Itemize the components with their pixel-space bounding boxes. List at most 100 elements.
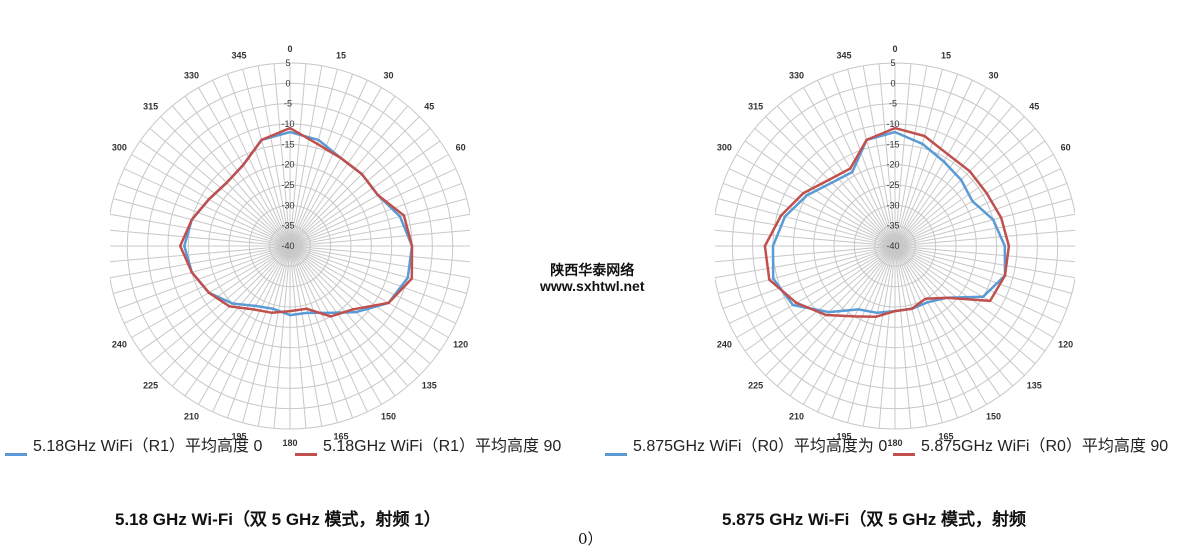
grid-spoke xyxy=(131,245,291,338)
grid-spoke xyxy=(289,116,420,247)
grid-spoke xyxy=(894,245,959,419)
data-point xyxy=(410,277,413,280)
angle-tick-label: 300 xyxy=(112,143,127,153)
radial-tick-label: 0 xyxy=(890,78,895,88)
data-point xyxy=(402,214,406,217)
radial-tick-label: -25 xyxy=(281,180,294,190)
data-point xyxy=(179,244,182,248)
grid-spoke xyxy=(289,168,457,247)
legend-item: 5.18GHz WiFi（R1）平均高度 0 xyxy=(5,432,262,456)
grid-spoke xyxy=(289,245,354,419)
radial-tick-label: -15 xyxy=(886,139,899,149)
grid-spoke xyxy=(289,245,470,263)
angle-tick-label: 195 xyxy=(231,431,246,441)
angle-tick-label: 30 xyxy=(988,70,998,80)
angle-tick-label: 60 xyxy=(456,143,466,153)
data-point xyxy=(802,191,805,195)
data-point xyxy=(999,216,1003,219)
grid-spoke xyxy=(212,245,291,413)
grid-spoke xyxy=(894,245,1075,279)
grid-spoke xyxy=(894,245,1036,365)
data-point xyxy=(406,276,410,279)
grid-spoke xyxy=(289,154,449,247)
grid-spoke xyxy=(160,116,291,247)
data-point xyxy=(865,138,868,142)
grid-spoke xyxy=(289,140,441,247)
data-point xyxy=(942,160,945,163)
angle-tick-label: 0 xyxy=(287,44,292,54)
data-point xyxy=(893,309,897,313)
data-point xyxy=(183,244,186,248)
caption-left: 5.18 GHz Wi-Fi（双 5 GHz 模式，射频 1） xyxy=(115,510,441,529)
grid-spoke xyxy=(289,245,457,324)
data-point xyxy=(242,163,245,167)
angle-tick-label: 0 xyxy=(892,44,897,54)
data-point xyxy=(971,200,974,203)
data-point xyxy=(772,277,775,280)
grid-spoke xyxy=(149,127,291,247)
data-point xyxy=(827,178,831,182)
data-point xyxy=(270,311,274,314)
grid-spoke xyxy=(847,69,896,247)
grid-spoke xyxy=(894,245,1068,310)
radial-tick-label: 0 xyxy=(285,78,290,88)
data-point xyxy=(763,244,767,248)
grid-spoke xyxy=(289,245,431,365)
radial-tick-label: -5 xyxy=(284,99,292,109)
grid-spoke xyxy=(117,182,291,247)
radial-tick-label: -5 xyxy=(889,99,897,109)
radial-tick-label: -10 xyxy=(886,119,899,129)
grid-spoke xyxy=(113,245,291,294)
grid-spoke xyxy=(718,245,896,294)
data-point xyxy=(830,181,833,184)
watermark: 陕西华泰网络 www.sxhtwl.net xyxy=(540,262,645,294)
grid-spoke xyxy=(171,105,291,247)
grid-spoke xyxy=(894,69,943,247)
caption-right-tail: 0） xyxy=(578,530,603,548)
grid-spoke xyxy=(289,198,467,247)
radial-tick-label: -25 xyxy=(886,180,899,190)
data-point xyxy=(252,308,255,311)
grid-spoke xyxy=(862,245,896,427)
data-point xyxy=(190,218,193,221)
data-point xyxy=(779,214,783,217)
data-point xyxy=(190,271,193,274)
radar-chart-left: 0153045607590105120135150165180195210225… xyxy=(110,44,470,448)
data-point xyxy=(387,301,390,305)
grid-spoke xyxy=(715,213,896,247)
radial-tick-label: -15 xyxy=(281,139,294,149)
data-point xyxy=(398,215,402,218)
legend-label: 5.875GHz WiFi（R0）平均高度为 0 xyxy=(633,438,888,455)
data-point xyxy=(875,311,879,314)
grid-spoke xyxy=(289,245,449,338)
data-point xyxy=(360,172,364,176)
data-point xyxy=(768,278,771,281)
data-point xyxy=(985,191,988,195)
data-point xyxy=(305,307,309,311)
data-point xyxy=(329,315,332,318)
caption-right: 5.875 GHz Wi-Fi（双 5 GHz 模式，射频 xyxy=(722,510,1026,529)
grid-spoke xyxy=(894,198,1072,247)
grid-spoke xyxy=(722,245,896,310)
grid-spoke xyxy=(894,245,1062,324)
angle-tick-label: 120 xyxy=(1058,340,1073,350)
grid-spoke xyxy=(198,87,291,247)
angle-tick-label: 225 xyxy=(748,380,763,390)
grid-spoke xyxy=(171,245,291,387)
angle-tick-label: 315 xyxy=(748,102,763,112)
grid-spoke xyxy=(894,229,1075,247)
grid-spoke xyxy=(728,168,896,247)
data-point xyxy=(992,218,995,221)
legend-item: 5.18GHz WiFi（R1）平均高度 90 xyxy=(295,432,561,456)
grid-spoke xyxy=(289,182,463,247)
data-point xyxy=(824,313,828,317)
data-point xyxy=(874,315,878,318)
legend-swatch xyxy=(893,452,915,456)
grid-spoke xyxy=(289,245,441,352)
angle-tick-label: 135 xyxy=(422,380,437,390)
data-point xyxy=(945,296,948,299)
data-point xyxy=(1003,244,1006,248)
data-point xyxy=(376,193,380,197)
grid-spoke xyxy=(894,116,1025,247)
radial-tick-label: -30 xyxy=(281,200,294,210)
